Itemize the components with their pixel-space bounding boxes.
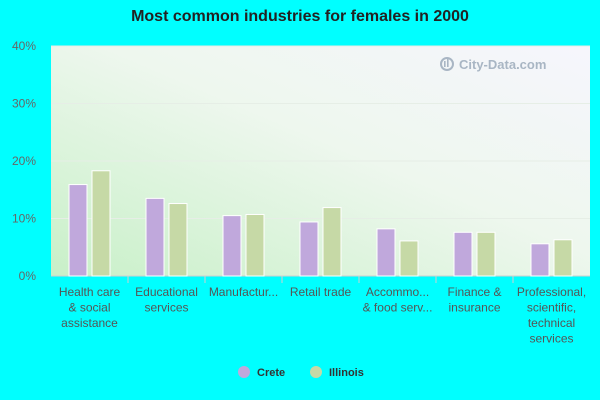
category-label: Retail trade <box>290 285 352 299</box>
category-label: Accommo... & food serv... <box>363 285 433 315</box>
bar-illinois-0[interactable] <box>91 170 111 277</box>
bar-crete-3[interactable] <box>299 221 319 277</box>
bar-illinois-5[interactable] <box>476 231 496 277</box>
watermark-text: City-Data.com <box>459 57 546 72</box>
bar-crete-5[interactable] <box>453 231 473 277</box>
bar-crete-2[interactable] <box>222 215 242 277</box>
y-tick-label: 20% <box>12 154 36 168</box>
legend-label-illinois: Illinois <box>329 367 364 379</box>
bar-illinois-1[interactable] <box>168 203 188 277</box>
y-tick-label: 0% <box>19 269 37 283</box>
watermark: City-Data.com <box>440 57 546 72</box>
bar-illinois-4[interactable] <box>399 240 419 277</box>
bar-illinois-6[interactable] <box>553 239 573 277</box>
category-label: Manufactur... <box>209 285 278 299</box>
legend-swatch-crete <box>238 366 250 378</box>
legend-label-crete: Crete <box>257 367 285 379</box>
category-label: Health care & social assistance <box>59 285 121 330</box>
legend-swatch-illinois <box>310 366 322 378</box>
chart-title: Most common industries for females in 20… <box>131 8 469 25</box>
bar-crete-6[interactable] <box>530 243 550 277</box>
category-label: Educational services <box>135 285 198 315</box>
bar-crete-0[interactable] <box>68 184 88 277</box>
category-label: Finance & insurance <box>447 285 501 315</box>
y-tick-label: 10% <box>12 212 36 226</box>
category-label: Professional, scientific, technical service… <box>517 285 586 346</box>
bar-crete-4[interactable] <box>376 228 396 277</box>
y-tick-label: 40% <box>12 39 36 53</box>
bar-illinois-3[interactable] <box>322 207 342 277</box>
y-tick-label: 30% <box>12 97 36 111</box>
bar-crete-1[interactable] <box>145 197 165 277</box>
bar-illinois-2[interactable] <box>245 213 265 277</box>
